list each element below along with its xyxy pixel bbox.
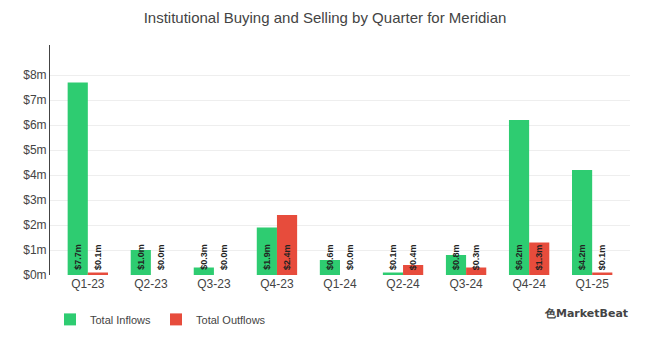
svg-text:$6m: $6m (23, 118, 46, 132)
svg-text:Q3-24: Q3-24 (449, 277, 483, 291)
svg-text:Q4-23: Q4-23 (260, 277, 294, 291)
svg-text:$7m: $7m (23, 93, 46, 107)
svg-text:Q2-23: Q2-23 (134, 277, 168, 291)
svg-text:$4m: $4m (23, 168, 46, 182)
svg-text:Institutional Buying and Selli: Institutional Buying and Selling by Quar… (144, 9, 507, 26)
svg-text:$1.9m: $1.9m (262, 244, 272, 270)
svg-text:$0.6m: $0.6m (325, 244, 335, 270)
svg-text:$1.3m: $1.3m (534, 245, 544, 271)
svg-text:$5m: $5m (23, 143, 46, 157)
svg-text:Total Inflows: Total Inflows (90, 314, 151, 326)
svg-text:$0.0m: $0.0m (345, 245, 355, 271)
svg-text:$1m: $1m (23, 243, 46, 257)
svg-text:$0.4m: $0.4m (408, 245, 418, 271)
svg-text:$1.0m: $1.0m (136, 244, 146, 270)
svg-text:$0.0m: $0.0m (219, 244, 229, 270)
svg-text:Q3-23: Q3-23 (197, 277, 231, 291)
svg-text:$3m: $3m (23, 193, 46, 207)
svg-text:$2.4m: $2.4m (282, 245, 292, 271)
svg-text:Q1-24: Q1-24 (323, 277, 357, 291)
svg-text:Q1-23: Q1-23 (71, 277, 105, 291)
svg-text:$0m: $0m (23, 268, 46, 282)
svg-text:⾊MarketBeat: ⾊MarketBeat (544, 307, 628, 320)
svg-text:$0.0m: $0.0m (156, 244, 166, 270)
svg-text:$2m: $2m (23, 218, 46, 232)
svg-text:Total Outflows: Total Outflows (196, 314, 266, 326)
svg-text:$8m: $8m (23, 68, 46, 82)
svg-text:$7.7m: $7.7m (73, 244, 83, 270)
svg-text:$0.1m: $0.1m (93, 244, 103, 270)
svg-text:$0.3m: $0.3m (199, 244, 209, 270)
svg-text:$0.1m: $0.1m (388, 244, 398, 270)
svg-text:Q4-24: Q4-24 (512, 277, 546, 291)
svg-text:$6.2m: $6.2m (514, 245, 524, 271)
svg-text:Q2-24: Q2-24 (386, 277, 420, 291)
svg-text:Q1-25: Q1-25 (575, 277, 609, 291)
svg-text:$4.2m: $4.2m (577, 245, 587, 271)
svg-text:$0.8m: $0.8m (451, 244, 461, 270)
svg-text:$0.1m: $0.1m (597, 245, 607, 271)
svg-text:$0.3m: $0.3m (471, 245, 481, 271)
